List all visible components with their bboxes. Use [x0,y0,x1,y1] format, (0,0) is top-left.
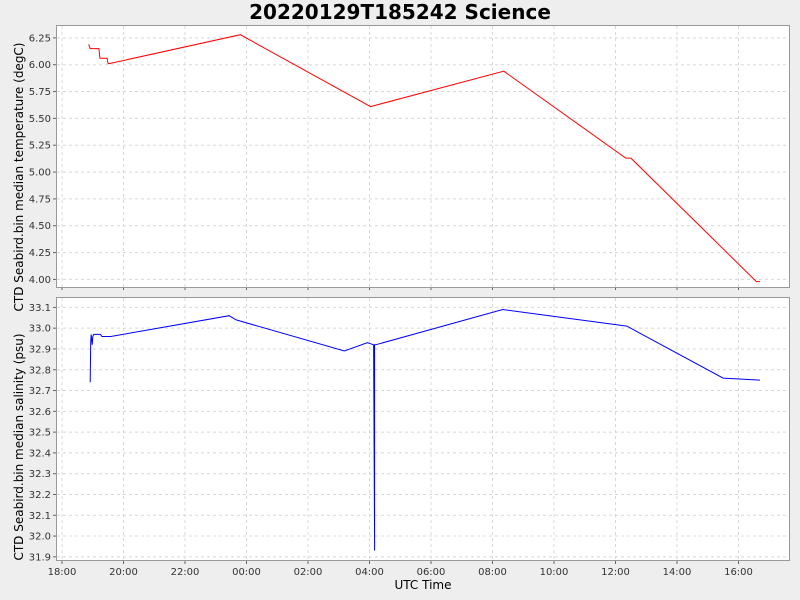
salinity-ytick-label: 32.2 [29,490,51,501]
salinity-ytick-label: 32.6 [29,407,51,418]
x-tick-label: 06:00 [417,567,446,578]
temperature-ytick-label: 4.25 [29,248,51,259]
x-tick-label: 02:00 [294,567,323,578]
chart-title: 20220129T185242 Science [249,0,551,24]
salinity-ytick-label: 31.9 [29,552,51,563]
salinity-ytick-label: 32.7 [29,386,51,397]
x-tick-label: 22:00 [171,567,200,578]
temperature-ytick-label: 5.50 [29,114,51,125]
salinity-ytick-label: 32.1 [29,511,51,522]
salinity-ytick-label: 32.5 [29,428,51,439]
temperature-ytick-label: 5.00 [29,168,51,179]
x-tick-label: 16:00 [724,567,753,578]
salinity-ytick-label: 32.4 [29,448,51,459]
salinity-ytick-label: 32.3 [29,469,51,480]
x-tick-label: 12:00 [601,567,630,578]
x-tick-label: 20:00 [109,567,138,578]
salinity-ytick-label: 33.0 [29,324,51,335]
temperature-plot-area [56,25,790,288]
temperature-ytick-label: 5.75 [29,87,51,98]
temperature-ytick-label: 5.25 [29,141,51,152]
x-tick-label: 08:00 [478,567,507,578]
x-tick-label: 04:00 [355,567,384,578]
temperature-ytick-label: 4.75 [29,194,51,205]
x-tick-label: 10:00 [540,567,569,578]
salinity-ytick-label: 32.0 [29,532,51,543]
x-axis-label: UTC Time [394,578,452,592]
temperature-ytick-label: 6.00 [29,60,51,71]
x-tick-label: 00:00 [232,567,261,578]
salinity-series-line [89,308,761,551]
salinity-ytick-label: 33.1 [29,303,51,314]
temperature-ytick-label: 4.50 [29,221,51,232]
x-tick-label: 14:00 [663,567,692,578]
x-tick-label: 18:00 [48,567,77,578]
salinity-plot-area [56,297,790,561]
temperature-ytick-label: 4.00 [29,275,51,286]
temperature-ytick-label: 6.25 [29,33,51,44]
salinity-ytick-label: 32.8 [29,365,51,376]
salinity-ytick-label: 32.9 [29,344,51,355]
temperature-series-line [88,34,760,283]
